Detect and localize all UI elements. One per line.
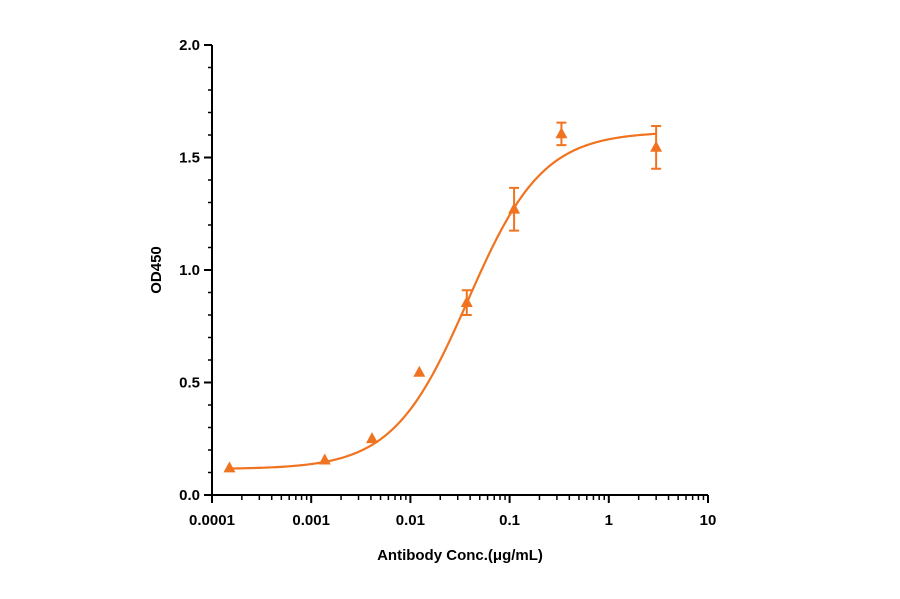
data-point: [413, 365, 426, 377]
axes: 0.0 0.5 1.0 1.5 2.0 0.0001 0.001 0.01 0.1 1 10: [179, 37, 716, 529]
x-tick-label: 0.1: [499, 512, 520, 529]
fit-curve: [229, 132, 657, 470]
x-tick-label: 0.001: [292, 512, 330, 529]
y-axis-label: OD450: [148, 246, 165, 294]
x-tick-label: 0.0001: [189, 512, 235, 529]
x-axis-label: Antibody Conc.(μg/mL): [377, 547, 543, 564]
x-tick-label: 1: [605, 512, 613, 529]
data-point: [555, 127, 568, 139]
data-point: [460, 296, 473, 308]
data-marks: [223, 121, 663, 473]
y-tick-label: 0.5: [179, 375, 200, 392]
data-point: [650, 140, 663, 152]
data-point: [365, 432, 378, 444]
data-point: [508, 202, 521, 214]
data-point: [318, 453, 331, 465]
y-tick-label: 1.5: [179, 150, 200, 167]
y-tick-label: 2.0: [179, 37, 200, 54]
x-tick-label: 10: [700, 512, 717, 529]
x-tick-label: 0.01: [396, 512, 425, 529]
data-point: [223, 461, 236, 473]
y-tick-label: 1.0: [179, 262, 200, 279]
y-tick-label: 0.0: [179, 487, 200, 504]
fit-layer: [229, 132, 657, 470]
